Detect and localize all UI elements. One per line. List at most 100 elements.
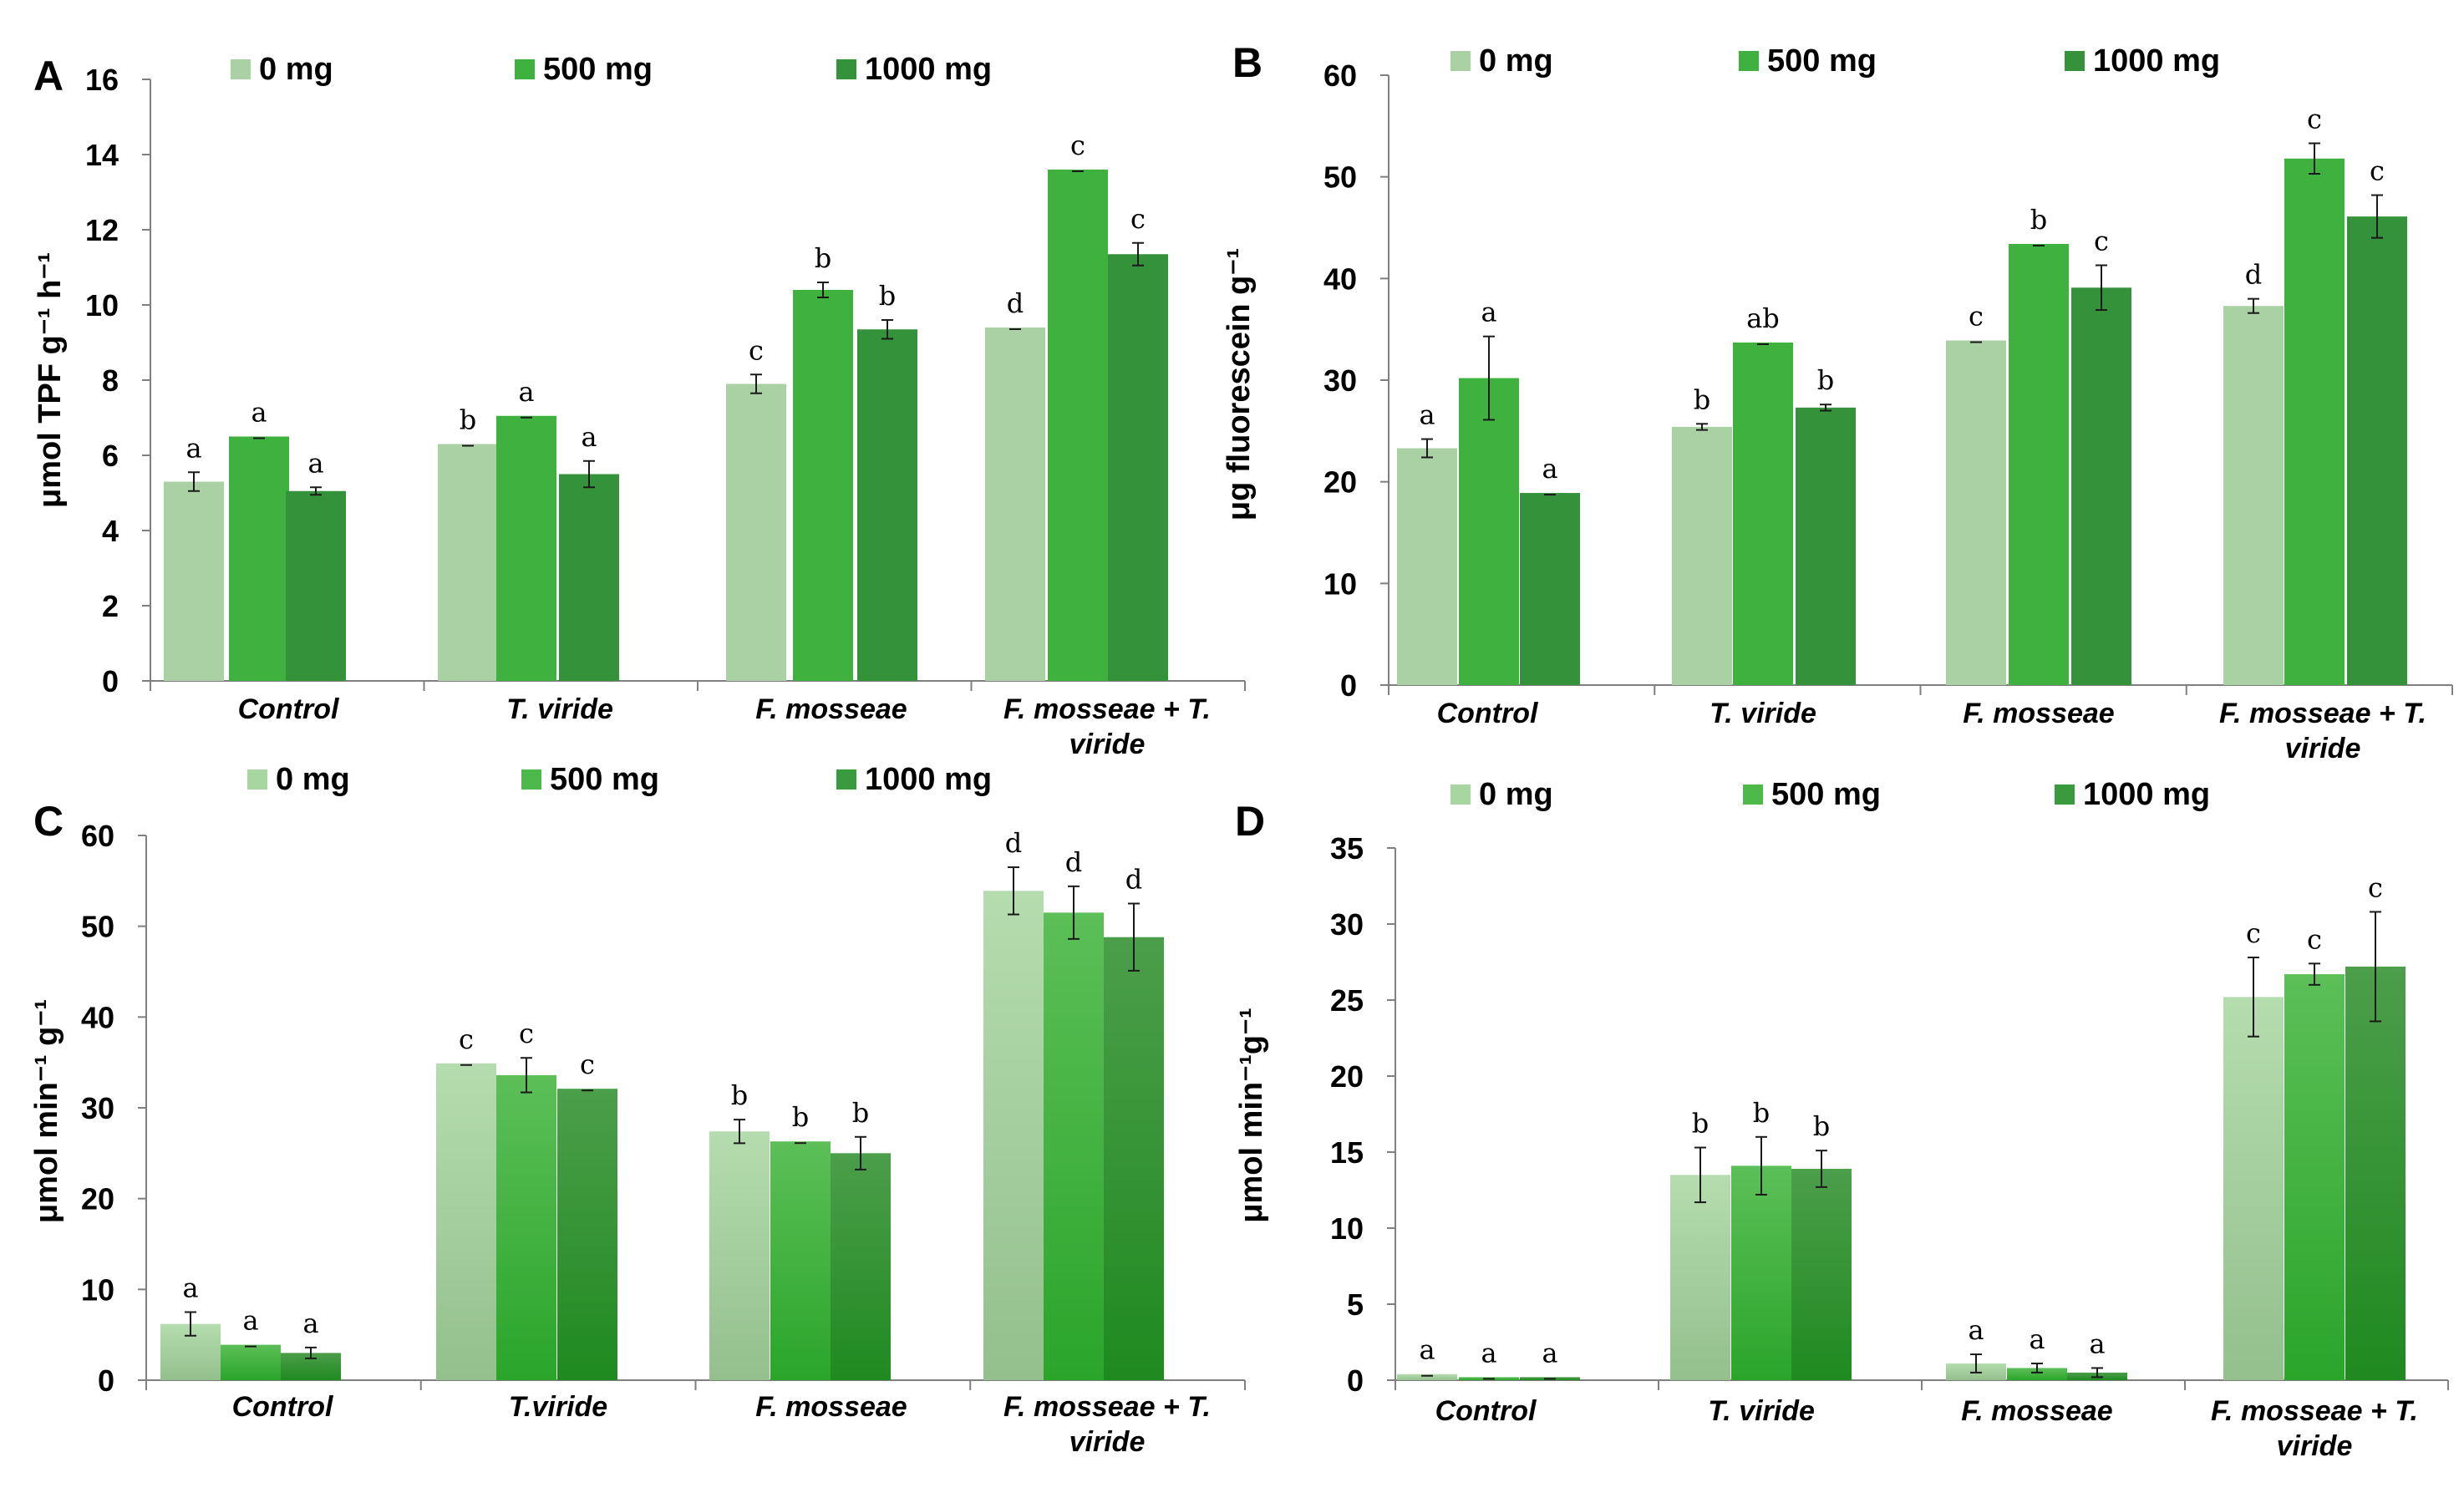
significance-letter: a [182, 1272, 198, 1304]
chart-panel-c: C 0 10 20 30 40 50 60 μmol min⁻¹ g⁻¹ a c b d a c b d a c b d… [29, 762, 1246, 1458]
x-category-label: Control [238, 693, 340, 725]
significance-letter: d [1007, 287, 1024, 319]
y-tick-label: 12 [85, 213, 119, 247]
bar [983, 891, 1044, 1380]
bar [286, 490, 346, 681]
legend-label: 500 mg [1767, 43, 1877, 79]
bar [436, 1063, 496, 1380]
legend-label: 1000 mg [865, 52, 992, 87]
significance-letter: a [242, 1305, 258, 1337]
significance-letter: b [2030, 204, 2047, 236]
y-tick-label: 0 [98, 1363, 114, 1398]
significance-letter: a [1542, 1337, 1557, 1368]
bar [793, 290, 853, 681]
y-tick-label: 2 [102, 589, 119, 623]
x-category-label: F. mosseae [755, 1391, 907, 1423]
bar [229, 436, 289, 681]
bar [557, 1089, 617, 1380]
y-tick-label: 25 [1330, 983, 1364, 1018]
legend-label: 500 mg [543, 52, 653, 87]
y-tick-label: 30 [1323, 363, 1357, 398]
bar [1044, 912, 1104, 1380]
legend-swatch [515, 59, 535, 79]
legend-swatch [1739, 51, 1759, 71]
bar [1397, 1374, 1457, 1380]
bar [2347, 216, 2407, 685]
bar [1796, 407, 1856, 685]
legend-label: 1000 mg [865, 762, 992, 797]
chart-panel-d: D 0 5 10 15 20 25 30 35 μmol min⁻¹g⁻¹ a b a c a b a c a b a c… [1234, 777, 2449, 1462]
bar [221, 1344, 281, 1380]
legend-label: 500 mg [1771, 777, 1881, 812]
y-tick-label: 60 [81, 819, 114, 853]
y-tick-label: 35 [1330, 831, 1364, 866]
bar [438, 444, 498, 681]
significance-letter: a [185, 432, 201, 464]
bar [496, 415, 556, 681]
y-tick-label: 6 [102, 439, 119, 473]
bar [559, 474, 619, 681]
significance-letter: b [1692, 1108, 1709, 1140]
y-tick-label: 0 [102, 664, 119, 698]
y-tick-label: 20 [81, 1182, 114, 1216]
significance-letter: b [1813, 1110, 1830, 1142]
bar [1672, 426, 1732, 685]
legend-label: 0 mg [1479, 777, 1553, 812]
bar [2223, 306, 2284, 685]
legend-label: 1000 mg [2083, 777, 2210, 812]
bar [1791, 1169, 1852, 1380]
significance-letter: b [460, 404, 476, 436]
legend-label: 1000 mg [2093, 43, 2220, 79]
significance-letter: c [519, 1018, 534, 1049]
bar [2223, 997, 2284, 1380]
y-tick-label: 50 [81, 910, 114, 944]
x-category-label: F. mosseae + T. viride [1003, 1391, 1211, 1458]
significance-letter: c [2307, 923, 2322, 955]
bar [1733, 342, 1793, 685]
bar [1397, 448, 1457, 685]
significance-letter: c [1070, 129, 1085, 161]
significance-letter: a [1481, 297, 1496, 328]
y-axis-title: μg fluorescein g⁻¹ [1222, 248, 1257, 520]
significance-letter: a [1481, 1337, 1496, 1368]
y-tick-label: 8 [102, 363, 119, 398]
legend-swatch [247, 769, 267, 790]
panel-label: B [1232, 39, 1262, 86]
y-tick-label: 20 [1323, 465, 1357, 500]
x-category-label: Control [1437, 698, 1539, 729]
legend-label: 0 mg [259, 52, 333, 87]
y-axis-title: μmol min⁻¹ g⁻¹ [29, 999, 64, 1223]
x-category-label: T. viride [1708, 1395, 1815, 1427]
y-tick-label: 40 [1323, 262, 1357, 296]
y-tick-label: 60 [1323, 58, 1357, 93]
significance-letter: a [302, 1308, 318, 1339]
legend-label: 0 mg [276, 762, 350, 797]
y-tick-label: 0 [1347, 1363, 1364, 1398]
significance-letter: b [1753, 1097, 1770, 1129]
bar [1731, 1165, 1791, 1380]
significance-letter: b [879, 280, 896, 312]
significance-letter: b [852, 1097, 869, 1129]
y-tick-label: 10 [81, 1272, 114, 1307]
y-tick-label: 30 [1330, 907, 1364, 942]
significance-letter: a [307, 447, 323, 479]
significance-letter: c [2370, 155, 2385, 187]
significance-letter: c [2307, 104, 2322, 135]
y-tick-label: 0 [1340, 668, 1357, 703]
x-category-label: F. mosseae [755, 693, 907, 725]
bar [496, 1074, 556, 1380]
significance-letter: c [2368, 871, 2383, 903]
significance-letter: b [1694, 383, 1710, 415]
bar [857, 329, 917, 681]
legend-swatch [836, 59, 856, 79]
bar [709, 1131, 770, 1380]
legend-swatch [1450, 785, 1471, 805]
bar [2071, 287, 2131, 685]
panel-label: A [33, 53, 64, 99]
y-tick-label: 16 [85, 63, 119, 97]
significance-letter: c [1969, 301, 1984, 333]
panel-label: C [33, 798, 64, 845]
bar [726, 383, 786, 681]
